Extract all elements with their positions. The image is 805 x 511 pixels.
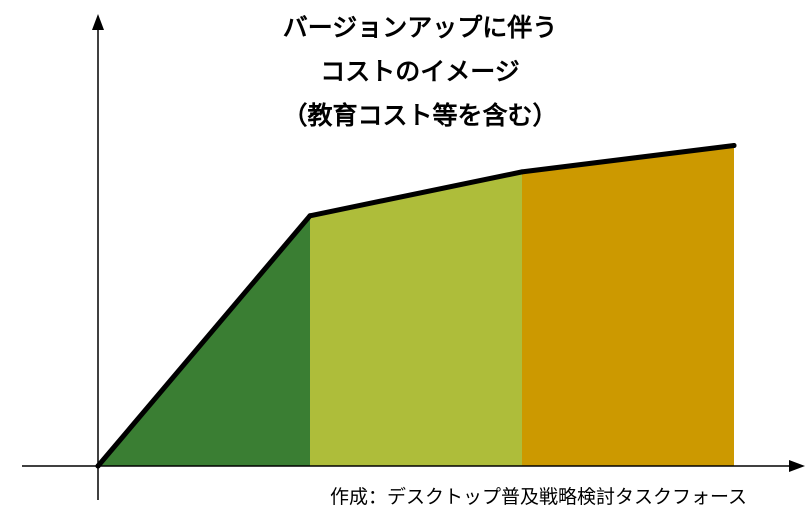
data-point-2 bbox=[307, 213, 313, 219]
chart-title-line-1: バージョンアップに伴う bbox=[282, 13, 558, 42]
credit-text: 作成：デスクトップ普及戦略検討タスクフォース bbox=[330, 486, 748, 508]
x-axis-arrow bbox=[789, 460, 805, 472]
chart-title-line-3: （教育コスト等を含む） bbox=[282, 101, 558, 130]
cost-line bbox=[95, 143, 737, 469]
area-segment-2 bbox=[310, 171, 522, 466]
y-axis-arrow bbox=[92, 14, 104, 30]
data-point-1 bbox=[95, 463, 101, 469]
data-point-4 bbox=[731, 143, 737, 149]
area-segment-3 bbox=[522, 145, 734, 466]
data-point-3 bbox=[519, 169, 525, 175]
chart-title-line-2: コストのイメージ bbox=[320, 57, 520, 86]
chart-title: バージョンアップに伴う コストのイメージ （教育コスト等を含む） bbox=[270, 6, 570, 138]
